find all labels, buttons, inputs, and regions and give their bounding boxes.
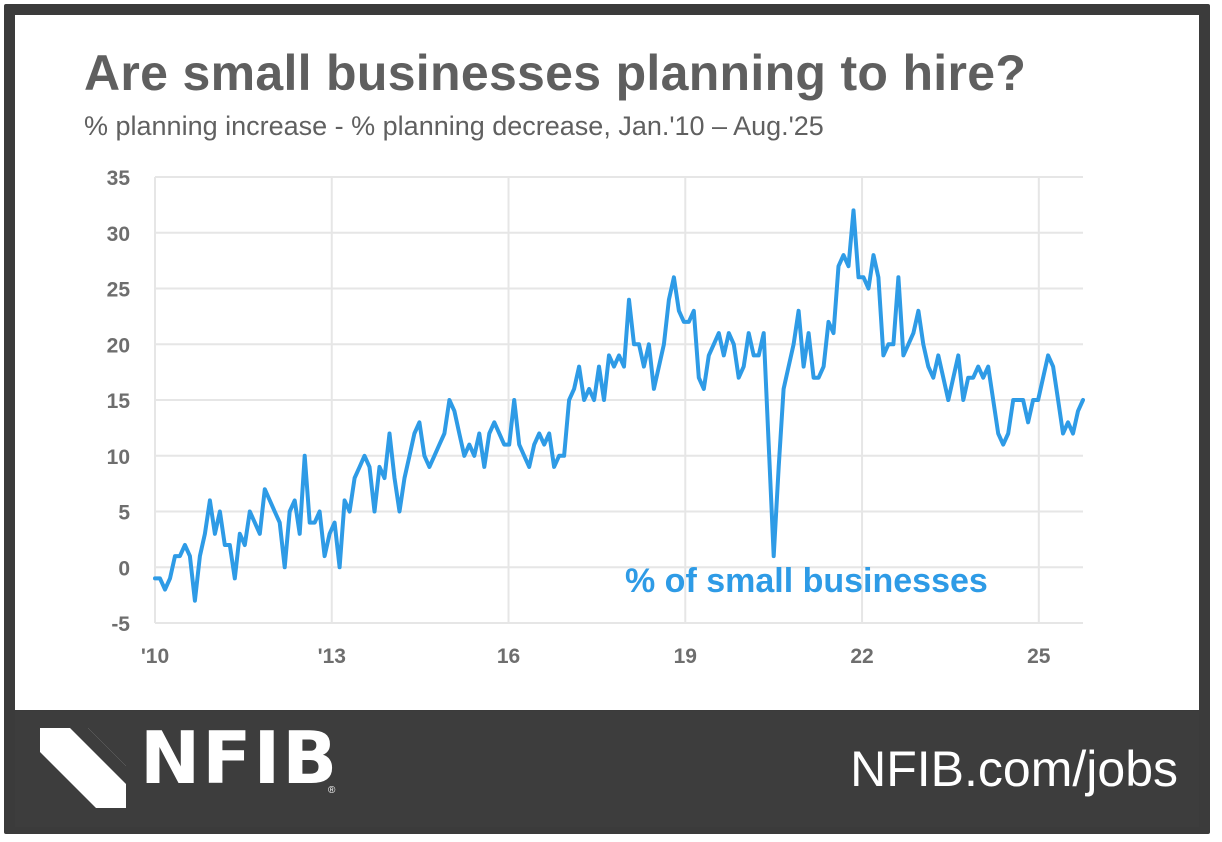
x-tick-label: 19 xyxy=(674,645,697,668)
gridlines xyxy=(154,176,1083,624)
registered-mark: ® xyxy=(328,785,336,796)
y-tick-label: 5 xyxy=(118,502,130,525)
x-tick-label: 16 xyxy=(497,645,520,668)
y-tick-label: -5 xyxy=(111,613,130,636)
y-tick-label: 0 xyxy=(118,557,130,580)
footer-url-link[interactable]: NFIB.com/jobs xyxy=(850,741,1178,797)
y-tick-label: 20 xyxy=(107,334,130,357)
chart-subtitle: % planning increase - % planning decreas… xyxy=(84,111,824,141)
series-layer xyxy=(153,208,1085,603)
y-tick-label: 35 xyxy=(107,167,131,190)
y-tick-label: 15 xyxy=(107,390,131,413)
x-tick-label: 25 xyxy=(1027,645,1051,668)
nfib-chevron-logo-icon xyxy=(40,728,126,808)
x-tick-label: 22 xyxy=(850,645,873,668)
nfib-logo-text: NFIB xyxy=(140,716,340,800)
x-tick-label: '10 xyxy=(141,645,169,668)
x-axis-ticks: '10 '13 16 19 22 25 xyxy=(141,645,1051,668)
y-tick-label: 25 xyxy=(107,279,131,302)
x-tick-label: '13 xyxy=(318,645,346,668)
series-line xyxy=(153,208,1085,603)
y-tick-label: 30 xyxy=(107,223,130,246)
footer-bar xyxy=(15,711,1199,827)
series-annotation: % of small businesses xyxy=(625,562,988,600)
chart-title: Are small businesses planning to hire? xyxy=(84,45,1027,101)
y-tick-label: 10 xyxy=(107,446,130,469)
y-axis-ticks: -5 0 5 10 15 20 25 30 35 xyxy=(107,167,131,636)
